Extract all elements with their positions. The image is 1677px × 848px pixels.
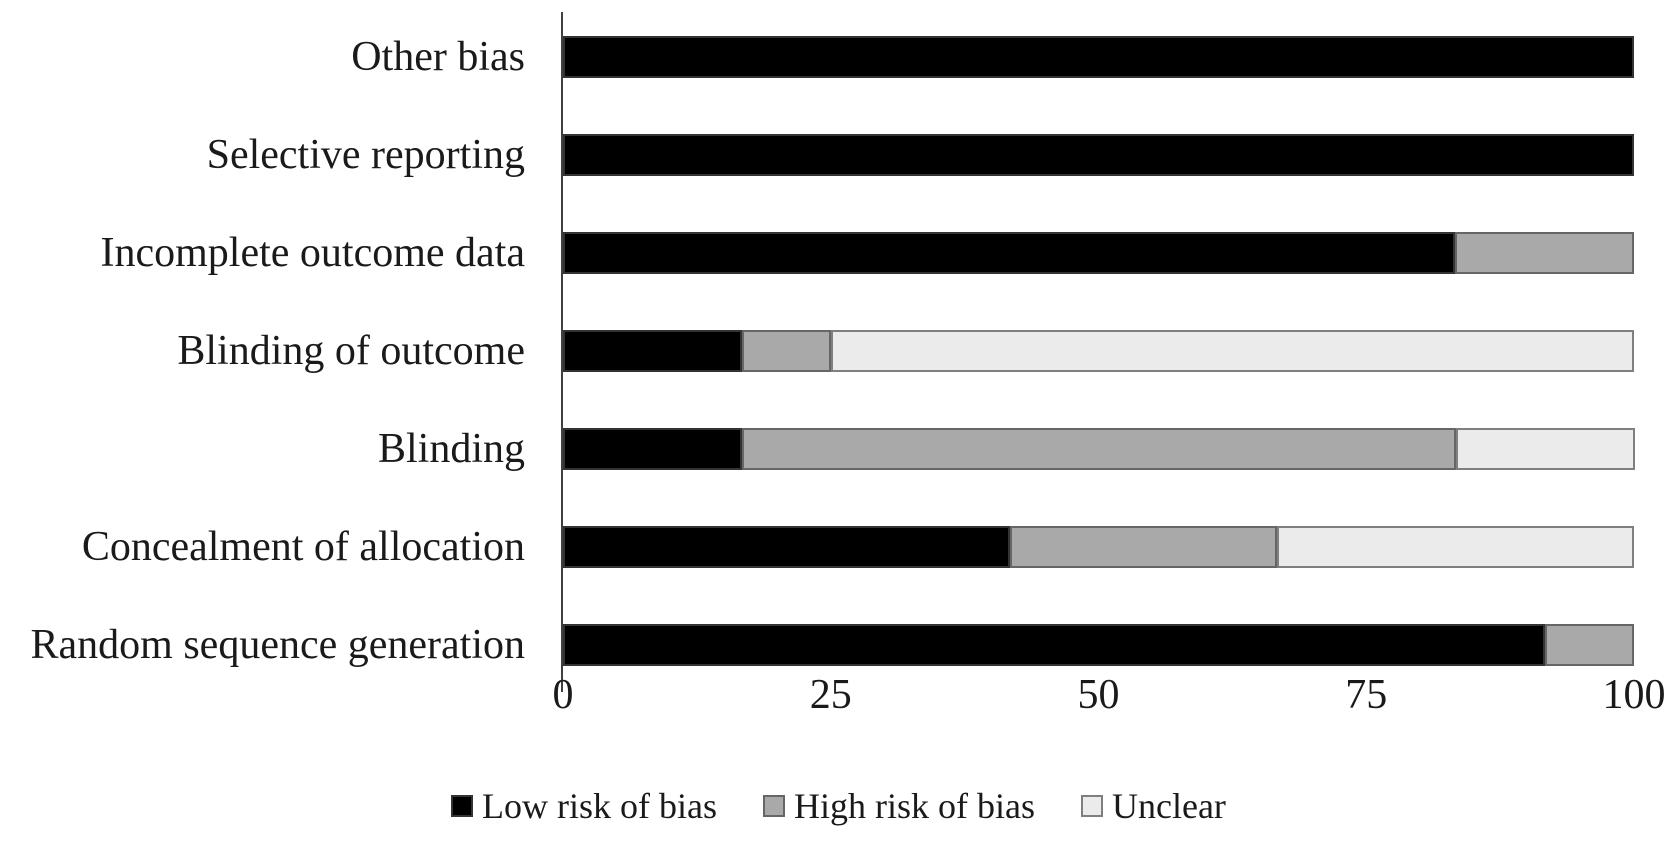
legend-item-unclear: Unclear [1081, 786, 1226, 826]
x-axis-tick-label: 50 [1077, 672, 1120, 718]
category-label-concealment-of-allocation: Concealment of allocation [81, 524, 525, 570]
bar-segment-unclear [1277, 526, 1634, 568]
bar-segment-low-risk-of-bias [563, 428, 742, 470]
bar-segment-unclear [1456, 428, 1636, 470]
x-axis-tick-label: 100 [1602, 672, 1666, 718]
y-axis-line [561, 12, 563, 692]
category-label-blinding: Blinding [377, 426, 525, 472]
bar-segment-high-risk-of-bias [1009, 526, 1278, 568]
bar-segment-high-risk-of-bias [1545, 624, 1634, 666]
legend-label-unclear: Unclear [1112, 786, 1226, 826]
legend-swatch-unclear-icon [1081, 795, 1103, 817]
category-label-other-bias: Other bias [351, 34, 525, 80]
bar-segment-high-risk-of-bias [1455, 232, 1634, 274]
bar-segment-low-risk-of-bias [563, 36, 1634, 78]
bar-segment-low-risk-of-bias [563, 526, 1010, 568]
bar-segment-low-risk-of-bias [563, 134, 1634, 176]
x-axis-tick-label: 25 [809, 672, 852, 718]
category-label-incomplete-outcome-data: Incomplete outcome data [100, 230, 526, 276]
bar-segment-unclear [830, 330, 1634, 372]
bar-segment-low-risk-of-bias [563, 624, 1546, 666]
bar-segment-low-risk-of-bias [563, 330, 742, 372]
bar-segment-high-risk-of-bias [741, 330, 831, 372]
chart-legend: Low risk of bias High risk of bias Uncle… [0, 786, 1677, 826]
category-label-random-sequence-generation: Random sequence generation [30, 622, 525, 668]
bar-segment-high-risk-of-bias [741, 428, 1457, 470]
legend-swatch-low-risk-icon [451, 795, 474, 817]
x-axis-tick-label: 0 [552, 672, 574, 718]
legend-item-high-risk: High risk of bias [763, 786, 1035, 826]
category-label-blinding-of-outcome: Blinding of outcome [177, 328, 525, 374]
legend-label-high-risk: High risk of bias [794, 786, 1035, 826]
legend-swatch-high-risk-icon [763, 795, 786, 817]
legend-label-low-risk: Low risk of bias [482, 786, 718, 826]
bar-segment-low-risk-of-bias [563, 232, 1456, 274]
category-label-selective-reporting: Selective reporting [206, 132, 525, 178]
x-axis-tick-label: 75 [1345, 672, 1388, 718]
legend-item-low-risk: Low risk of bias [451, 786, 717, 826]
